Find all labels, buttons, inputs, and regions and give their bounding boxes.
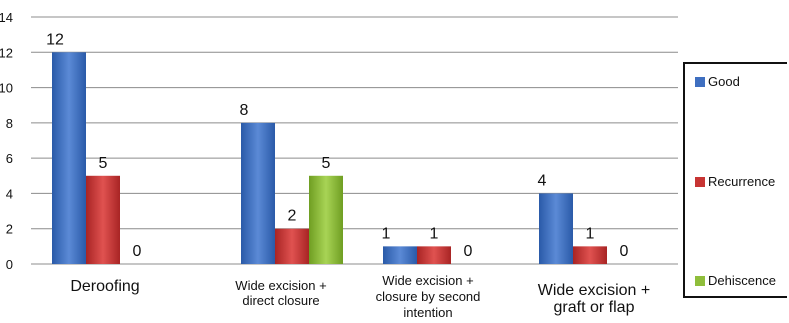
bar-good-1 [52, 52, 86, 265]
bar-good-4 [539, 193, 573, 264]
x-category-label-4: Wide excision + graft or flap [538, 282, 651, 316]
legend-item-dehiscence: Dehiscence [695, 273, 776, 288]
legend-swatch-good [695, 76, 705, 87]
legend-swatch-recurrence [695, 176, 705, 187]
y-tick-label-2: 2 [6, 222, 13, 237]
bar-good-2 [241, 122, 275, 264]
bar-recurrence-1 [86, 175, 120, 264]
y-tick-label-12: 12 [0, 45, 13, 60]
legend-label-recurrence: Recurrence [708, 174, 776, 189]
x-category-label-2: Wide excision + direct closure [235, 278, 326, 308]
legend-label-dehiscence: Dehiscence [708, 273, 776, 288]
bar-recurrence-4 [573, 246, 607, 264]
y-axis-tick-labels: 0 2 4 6 8 10 12 14 [0, 10, 13, 272]
bar-dehiscence-2 [309, 175, 343, 264]
value-label-recurrence-2: 2 [288, 208, 297, 225]
legend-swatch-dehiscence [695, 275, 705, 286]
bar-recurrence-2 [275, 228, 309, 264]
legend: Good Recurrence Dehiscence [683, 62, 787, 298]
value-label-good-1: 12 [46, 31, 64, 48]
y-tick-label-4: 4 [6, 186, 13, 201]
value-label-good-2: 8 [240, 102, 249, 119]
bar-recurrence-3 [417, 246, 451, 264]
gridlines [31, 16, 678, 265]
y-tick-label-0: 0 [6, 257, 13, 272]
y-tick-label-14: 14 [0, 10, 13, 25]
bar-good-3 [383, 246, 417, 264]
value-label-dehiscence-3: 0 [464, 243, 473, 260]
x-axis-category-labels: Deroofing Wide excision + direct closure Wi… [70, 273, 650, 320]
y-tick-label-6: 6 [6, 151, 13, 166]
value-label-recurrence-1: 5 [99, 155, 108, 172]
x-category-label-3: Wide excision + closure by second intentio… [376, 273, 481, 320]
value-label-good-4: 4 [538, 172, 547, 189]
bars [52, 52, 607, 265]
value-label-dehiscence-1: 0 [133, 243, 142, 260]
value-label-dehiscence-2: 5 [322, 155, 331, 172]
y-tick-label-10: 10 [0, 81, 13, 96]
x-category-label-1: Deroofing [70, 278, 139, 295]
value-label-recurrence-3: 1 [430, 225, 439, 242]
legend-item-recurrence: Recurrence [695, 174, 775, 189]
legend-item-good: Good [695, 74, 740, 89]
y-tick-label-8: 8 [6, 116, 13, 131]
legend-label-good: Good [708, 74, 740, 89]
value-label-recurrence-4: 1 [586, 225, 595, 242]
value-label-good-3: 1 [382, 225, 391, 242]
value-label-dehiscence-4: 0 [620, 243, 629, 260]
